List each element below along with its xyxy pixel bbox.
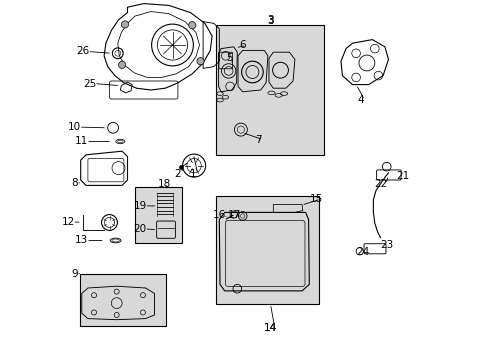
Bar	[216, 196, 318, 304]
Text: 7: 7	[255, 135, 262, 145]
Text: 25: 25	[83, 78, 96, 89]
Text: 6: 6	[239, 40, 245, 50]
Text: 3: 3	[266, 15, 273, 25]
Text: 4: 4	[356, 95, 363, 105]
Circle shape	[179, 165, 183, 170]
Text: 19: 19	[133, 201, 146, 211]
Text: 12: 12	[61, 217, 75, 227]
Text: 2: 2	[174, 168, 181, 179]
Text: 10: 10	[68, 122, 81, 132]
Text: 15: 15	[309, 194, 323, 204]
Text: 5: 5	[225, 53, 232, 63]
Text: 17: 17	[227, 210, 241, 220]
Text: 18: 18	[158, 179, 171, 189]
Circle shape	[118, 61, 125, 68]
Text: 11: 11	[75, 136, 88, 147]
Text: 20: 20	[133, 224, 146, 234]
Bar	[135, 187, 182, 243]
Text: 26: 26	[77, 46, 90, 57]
Text: 14: 14	[263, 323, 277, 333]
Circle shape	[197, 58, 204, 65]
Text: 24: 24	[355, 247, 368, 257]
Bar	[80, 274, 166, 326]
Text: 3: 3	[266, 15, 273, 26]
Bar	[216, 25, 324, 155]
Text: 23: 23	[379, 240, 392, 250]
Text: 9: 9	[71, 269, 78, 279]
Text: 1: 1	[190, 168, 196, 179]
Text: 21: 21	[395, 171, 408, 181]
Text: 16: 16	[212, 210, 225, 220]
Text: 13: 13	[75, 235, 88, 246]
Circle shape	[188, 22, 196, 29]
Text: 22: 22	[374, 179, 387, 189]
Text: 14: 14	[263, 323, 277, 333]
Text: 8: 8	[71, 178, 78, 188]
Circle shape	[121, 21, 128, 28]
